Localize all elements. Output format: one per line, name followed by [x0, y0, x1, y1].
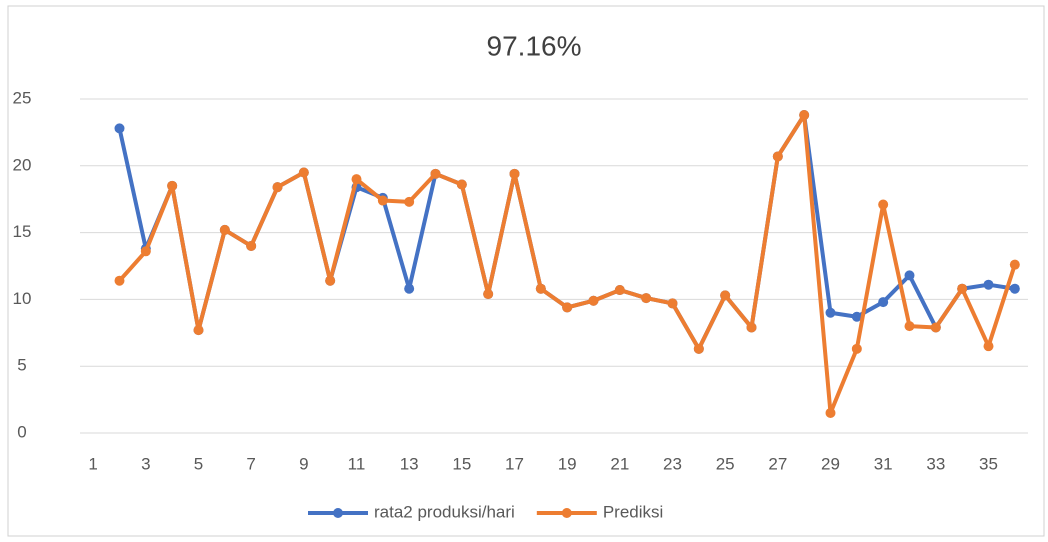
data-point: [1009, 283, 1020, 294]
data-point: [456, 179, 467, 190]
data-point: [614, 285, 625, 296]
data-point: [535, 283, 546, 294]
x-tick-label: 25: [716, 454, 735, 473]
legend-marker: [333, 508, 343, 518]
data-point: [825, 407, 836, 418]
legend-label: Prediksi: [603, 502, 663, 521]
data-point: [1009, 259, 1020, 270]
data-point: [641, 293, 652, 304]
data-point: [693, 343, 704, 354]
x-tick-label: 33: [926, 454, 945, 473]
x-tick-label: 7: [246, 454, 255, 473]
x-tick-label: 1: [88, 454, 97, 473]
x-tick-label: 23: [663, 454, 682, 473]
data-point: [746, 322, 757, 333]
data-point: [272, 182, 283, 193]
x-tick-label: 11: [348, 454, 366, 473]
data-point: [878, 297, 889, 308]
x-tick-label: 3: [141, 454, 150, 473]
data-point: [246, 240, 257, 251]
data-point: [720, 290, 731, 301]
x-tick-label: 5: [194, 454, 203, 473]
data-point: [509, 168, 520, 179]
data-point: [983, 341, 994, 352]
y-tick-label: 10: [13, 289, 32, 308]
data-point: [904, 321, 915, 332]
x-tick-label: 9: [299, 454, 308, 473]
data-point: [667, 298, 678, 309]
data-point: [114, 123, 125, 134]
data-point: [351, 174, 362, 185]
data-point: [878, 199, 889, 210]
data-point: [957, 283, 968, 294]
data-point: [851, 343, 862, 354]
data-point: [772, 151, 783, 162]
data-point: [983, 279, 994, 290]
data-point: [140, 246, 151, 257]
x-tick-label: 29: [821, 454, 840, 473]
data-point: [930, 322, 941, 333]
data-point: [114, 275, 125, 286]
data-point: [404, 283, 415, 294]
data-point: [851, 311, 862, 322]
data-point: [325, 275, 336, 286]
x-tick-label: 21: [610, 454, 629, 473]
y-tick-label: 5: [17, 356, 26, 375]
y-tick-label: 25: [13, 88, 32, 107]
y-tick-label: 15: [13, 222, 32, 241]
data-point: [799, 110, 810, 121]
x-tick-label: 13: [400, 454, 419, 473]
x-tick-label: 31: [874, 454, 893, 473]
data-point: [404, 196, 415, 207]
y-tick-label: 0: [17, 422, 26, 441]
data-point: [430, 168, 441, 179]
legend-label: rata2 produksi/hari: [374, 502, 515, 521]
data-point: [483, 289, 494, 300]
x-tick-label: 19: [558, 454, 577, 473]
data-point: [825, 307, 836, 318]
x-tick-label: 17: [505, 454, 524, 473]
data-point: [167, 180, 178, 191]
y-tick-label: 20: [13, 155, 32, 174]
data-point: [377, 195, 388, 206]
data-point: [904, 270, 915, 281]
data-point: [219, 224, 230, 235]
x-tick-label: 27: [768, 454, 787, 473]
data-point: [298, 167, 309, 178]
x-tick-label: 35: [979, 454, 998, 473]
data-point: [562, 302, 573, 313]
chart-title: 97.16%: [487, 30, 582, 61]
legend-marker: [561, 508, 572, 518]
data-point: [588, 295, 599, 306]
data-point: [193, 325, 204, 336]
x-tick-label: 15: [452, 454, 471, 473]
